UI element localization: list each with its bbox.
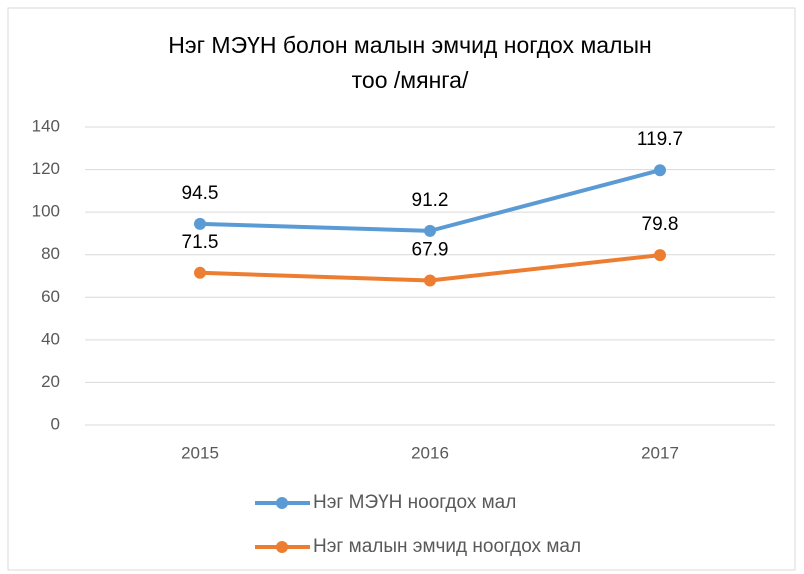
point-marker: [654, 164, 666, 177]
point-marker: [654, 249, 666, 262]
legend-label: Нэг малын эмчид ноогдох мал: [313, 536, 581, 557]
legend-marker: [276, 497, 288, 509]
point-marker: [424, 274, 436, 287]
y-tick-label: 0: [51, 414, 60, 433]
data-label: 67.9: [412, 239, 449, 260]
data-label: 119.7: [637, 129, 683, 150]
chart-border: [7, 7, 796, 571]
x-tick-label: 2017: [641, 443, 679, 462]
point-marker: [424, 224, 436, 237]
y-tick-label: 40: [41, 329, 60, 348]
x-tick-label: 2016: [411, 443, 449, 462]
legend-marker: [276, 541, 288, 553]
chart-title: Нэг МЭҮН болон малын эмчид ногдох малын …: [168, 32, 652, 93]
data-label: 91.2: [412, 190, 449, 211]
legend-label: Нэг МЭҮН ноогдох мал: [313, 492, 516, 513]
data-label: 94.5: [182, 183, 219, 204]
y-tick-label: 20: [41, 372, 60, 391]
point-marker: [194, 266, 206, 279]
y-tick-label: 80: [41, 244, 60, 263]
point-marker: [194, 217, 206, 230]
y-tick-label: 60: [41, 287, 60, 306]
y-tick-label: 100: [32, 202, 60, 221]
x-tick-label: 2015: [181, 443, 219, 462]
data-label: 79.8: [642, 214, 679, 235]
y-tick-label: 140: [32, 116, 60, 135]
data-label: 71.5: [182, 232, 219, 253]
y-tick-label: 120: [32, 159, 60, 178]
